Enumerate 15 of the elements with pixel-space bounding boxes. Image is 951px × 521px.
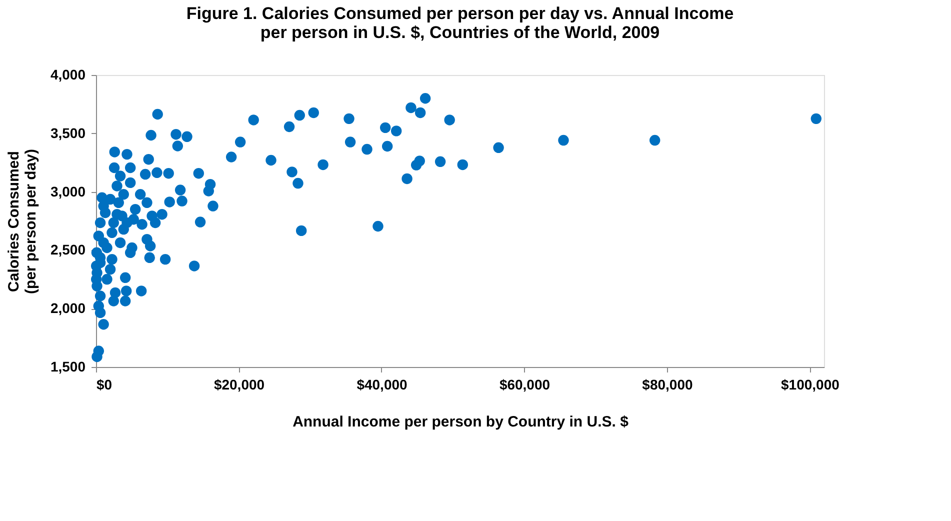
x-tick-label: $40,000 [356, 376, 408, 392]
x-tick-label: $60,000 [499, 376, 550, 392]
y-tick-label: 3,000 [50, 183, 86, 200]
y-axis-title: Calories Consumed (per person per day) [5, 148, 40, 294]
chart-title: Figure 1. Calories Consumed per person per day vs. Annual Income per person in U.S. $, Countries of the World, 2009 [186, 4, 734, 42]
x-tick-label: $100,000 [781, 376, 840, 392]
y-tick-label: 3,500 [50, 124, 86, 141]
y-tick-label: 2,000 [50, 300, 86, 316]
x-tick-label: $20,000 [214, 376, 265, 392]
y-tick-label: 4,000 [50, 66, 86, 82]
x-tick-label: $80,000 [642, 376, 693, 392]
y-tick-label: 2,500 [50, 242, 86, 258]
y-tick-label: 1,500 [50, 358, 86, 374]
x-axis-title: Annual Income per person by Country in U.S. $ [292, 414, 630, 430]
x-tick-label: $0 [96, 376, 112, 392]
